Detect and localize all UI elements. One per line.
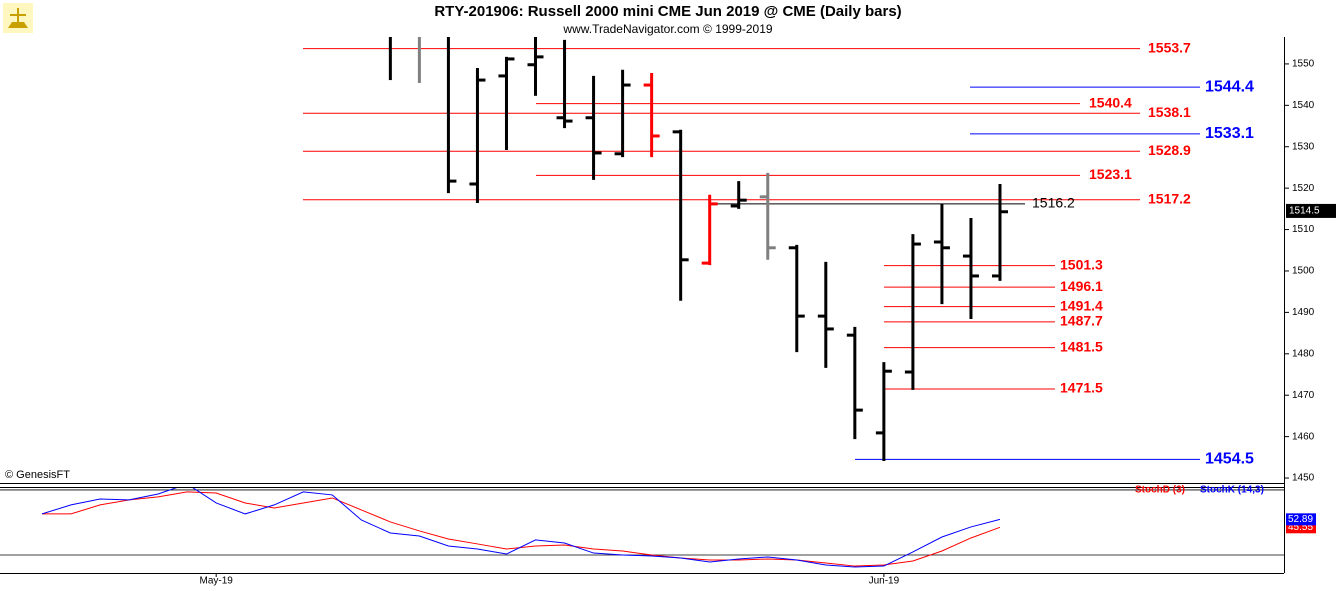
price-panel <box>303 37 1200 462</box>
last-price-box <box>1286 203 1336 218</box>
level-label: 1496.1 <box>1060 278 1103 294</box>
level-label: 1523.1 <box>1089 166 1132 182</box>
legend-label: StochD (3) <box>1135 485 1185 496</box>
level-label: 1528.9 <box>1148 142 1191 158</box>
y-tick-label: 1460 <box>1292 431 1315 442</box>
y-tick-label: 1540 <box>1292 100 1315 111</box>
level-label: 1533.1 <box>1205 125 1254 142</box>
level-label: 1538.1 <box>1148 104 1191 120</box>
y-tick-label: 1480 <box>1292 348 1315 359</box>
indicator-panel <box>0 488 1284 568</box>
level-label: 1553.7 <box>1148 39 1191 55</box>
level-label: 1544.4 <box>1205 78 1254 95</box>
level-label: 1540.4 <box>1089 94 1132 110</box>
legend-label: StochK (14,3) <box>1200 485 1264 496</box>
indicator-line <box>41 488 1001 568</box>
y-tick-label: 1530 <box>1292 141 1315 152</box>
y-tick-label: 1470 <box>1292 390 1315 401</box>
level-label: 1516.2 <box>1032 195 1075 211</box>
level-label: 1481.5 <box>1060 338 1103 354</box>
y-tick-label: 1510 <box>1292 224 1315 235</box>
indicator-value-label: 52.89 <box>1288 514 1313 525</box>
y-tick-label: 1500 <box>1292 266 1315 277</box>
x-tick-label: Jun-19 <box>869 576 900 587</box>
logo <box>3 3 33 33</box>
y-tick-label: 1550 <box>1292 59 1315 70</box>
y-tick-label: 1520 <box>1292 183 1315 194</box>
chart-subtitle: www.TradeNavigator.com © 1999-2019 <box>562 22 772 36</box>
level-label: 1471.5 <box>1060 380 1103 396</box>
level-label: 1487.7 <box>1060 313 1103 329</box>
x-tick-label: May-19 <box>200 576 234 587</box>
y-tick-label: 1490 <box>1292 307 1315 318</box>
chart-title: RTY-201906: Russell 2000 mini CME Jun 20… <box>434 3 901 20</box>
indicator-value-label: 45.55 <box>1288 522 1313 533</box>
y-tick-label: 1450 <box>1292 473 1315 484</box>
level-label: 1454.5 <box>1205 451 1254 468</box>
level-label: 1491.4 <box>1060 297 1103 313</box>
last-price-label: 1514.5 <box>1289 206 1320 217</box>
level-label: 1501.3 <box>1060 256 1103 272</box>
source-note: © GenesisFT <box>5 469 70 481</box>
level-label: 1517.2 <box>1148 190 1191 206</box>
indicator-value-box <box>1286 513 1316 526</box>
